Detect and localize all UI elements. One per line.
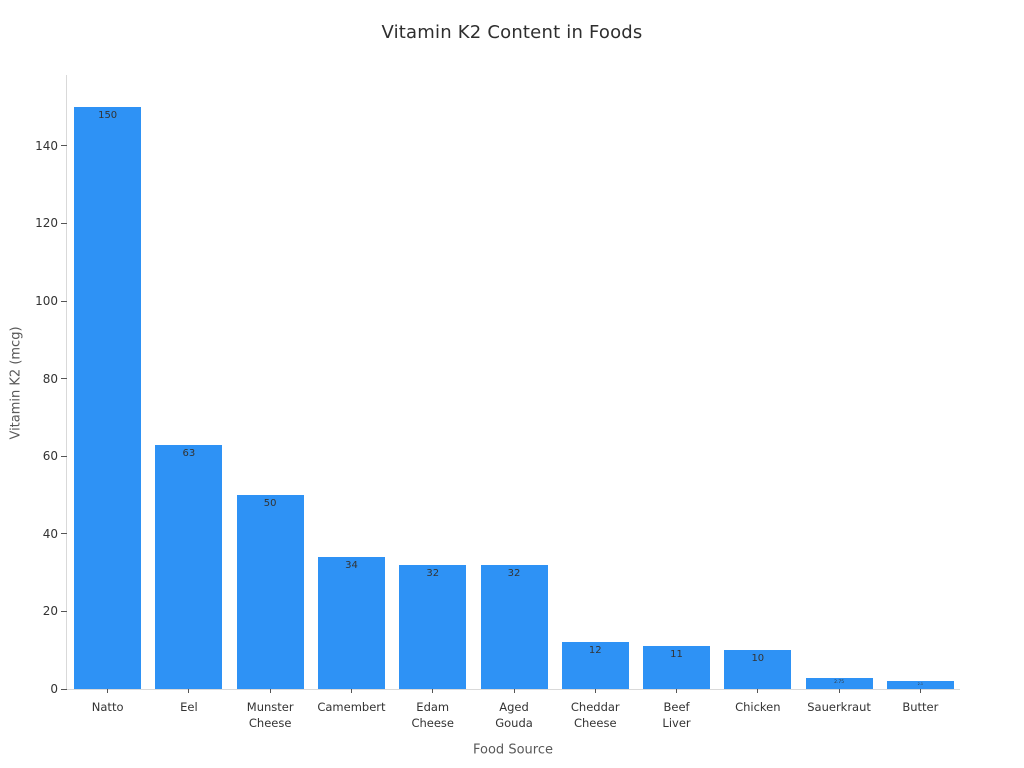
x-tick-label: Edam Cheese <box>411 700 454 731</box>
x-tick-mark <box>107 689 109 693</box>
y-tick-mark <box>61 610 67 612</box>
y-tick-label: 80 <box>42 371 58 386</box>
x-tick-label: Munster Cheese <box>246 700 294 731</box>
y-axis-title: Vitamin K2 (mcg) <box>8 326 24 440</box>
x-tick-mark <box>513 689 515 693</box>
bar-value-label: 32 <box>426 567 440 579</box>
bar: 32 <box>480 564 548 689</box>
bar-value-label: 12 <box>588 645 602 657</box>
y-tick-label: 0 <box>50 682 58 696</box>
bar: 2.75 <box>805 678 873 689</box>
bar-value-label: 2.75 <box>834 679 845 685</box>
x-tick-label: Cheddar Cheese <box>570 700 620 731</box>
y-tick-mark <box>61 533 67 535</box>
x-tick-label: Aged Gouda <box>495 700 533 731</box>
y-tick-mark <box>61 455 67 457</box>
y-tick-label: 20 <box>42 604 58 619</box>
x-tick-mark <box>838 689 840 693</box>
x-axis-title: Food Source <box>473 742 553 758</box>
chart-title: Vitamin K2 Content in Foods <box>381 22 643 43</box>
bar-value-label: 10 <box>751 653 765 665</box>
y-tick-label: 120 <box>35 216 58 231</box>
y-tick-label: 60 <box>42 449 58 464</box>
bar: 150 <box>74 106 142 689</box>
bar: 50 <box>236 495 304 689</box>
x-tick-label: Camembert <box>317 700 386 714</box>
x-tick-label: Eel <box>180 700 198 714</box>
bar-value-label: 2.1 <box>917 681 924 686</box>
x-tick-mark <box>188 689 190 693</box>
x-tick-mark <box>350 689 352 693</box>
x-tick-mark <box>676 689 678 693</box>
y-tick-mark <box>61 300 67 302</box>
x-tick-label: Butter <box>902 700 939 714</box>
y-tick-label: 100 <box>35 294 58 308</box>
bar-value-label: 63 <box>182 447 196 459</box>
bar: 2.1 <box>886 680 954 689</box>
bar: 11 <box>643 646 711 689</box>
y-tick-mark <box>61 378 67 380</box>
x-tick-label: Chicken <box>735 700 781 714</box>
bar-value-label: 34 <box>345 560 358 572</box>
bar-value-label: 50 <box>263 498 277 509</box>
bar: 63 <box>155 444 223 689</box>
bar-value-label: 32 <box>507 567 521 579</box>
y-tick-mark <box>61 222 67 224</box>
plot-area: 0 20 40 60 80 100 120 140 150 Natto 63 Eel 50 Munster… <box>35 75 960 730</box>
bar-value-label: 150 <box>98 109 118 121</box>
bar: 32 <box>399 564 467 689</box>
x-tick-label: Beef Liver <box>662 700 691 731</box>
x-tick-mark <box>919 689 921 693</box>
bar-value-label: 11 <box>670 649 683 661</box>
x-tick-mark <box>757 689 759 693</box>
x-tick-label: Sauerkraut <box>807 700 871 714</box>
y-tick-label: 140 <box>35 138 58 153</box>
y-tick-mark <box>61 688 67 690</box>
y-tick-mark <box>61 145 67 147</box>
x-tick-mark <box>594 689 596 693</box>
x-tick-label: Natto <box>91 700 124 714</box>
x-tick-mark <box>269 689 271 693</box>
y-tick-label: 40 <box>42 526 58 541</box>
x-tick-mark <box>432 689 434 693</box>
bar: 34 <box>317 557 385 689</box>
bar: 10 <box>724 650 792 689</box>
bar: 12 <box>561 642 629 689</box>
